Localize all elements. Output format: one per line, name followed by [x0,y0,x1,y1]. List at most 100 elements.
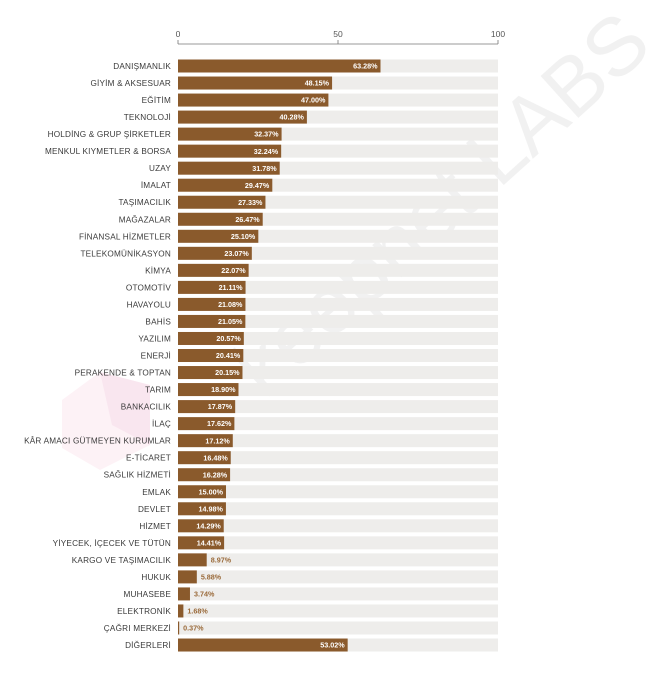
value-label: 47.00% [301,96,326,105]
value-label: 18.90% [211,385,236,394]
bar [178,502,226,516]
watermark-logo-shape [62,372,150,470]
bar-track [178,297,498,311]
x-tick-label: 50 [333,29,343,39]
value-label: 0.37% [183,624,204,633]
category-label: EMLAK [142,488,171,497]
x-tick-label: 100 [491,29,505,39]
bar-track [178,621,498,635]
value-label: 32.37% [254,130,279,139]
value-label: 22.07% [221,266,246,275]
bar-track [178,349,498,363]
value-label: 17.87% [208,402,233,411]
bar [178,144,282,158]
bar-track [178,502,498,516]
bar-track [178,366,498,380]
value-label: 5.88% [201,573,222,582]
category-label: TEKNOLOJİ [124,112,171,122]
category-label: YİYECEK, İÇECEK VE TÜTÜN [53,538,171,548]
category-label: MAĞAZALAR [119,214,171,224]
category-label: SAĞLIK HİZMETİ [104,470,171,480]
category-label: PERAKENDE & TOPTAN [75,369,171,378]
bar-track [178,536,498,550]
bar [178,195,266,209]
bar-track [178,570,498,584]
bar-track [178,451,498,465]
bar [178,621,180,635]
bar [178,434,233,448]
bar [178,229,259,243]
value-label: 29.47% [245,181,270,190]
bar [178,297,246,311]
category-label: EĞİTİM [142,95,171,105]
category-label: KARGO VE TAŞIMACILIK [72,556,172,565]
value-label: 20.57% [216,334,241,343]
bar [178,212,263,226]
value-label: 17.12% [205,436,230,445]
value-label: 20.15% [215,368,240,377]
value-label: 1.68% [187,607,208,616]
category-label: ELEKTRONİK [117,606,171,616]
bars-group: DANIŞMANLIK 63.28% GİYİM & AKSESUAR 48.15% E… [24,59,498,652]
x-tick-label: 0 [176,29,181,39]
category-label: YAZILIM [138,334,171,343]
bar [178,519,224,533]
category-label: HİZMET [139,521,171,531]
bar-track [178,485,498,499]
category-label: HOLDİNG & GRUP ŞİRKETLER [48,129,171,139]
value-label: 23.07% [224,249,249,258]
bar-track [178,519,498,533]
category-label: UZAY [149,164,171,173]
category-label: MENKUL KIYMETLER & BORSA [45,147,171,156]
bar [178,280,246,294]
category-label: OTOMOTİV [126,282,171,292]
category-label: HAVAYOLU [127,300,171,309]
bar [178,604,184,618]
bar [178,587,190,601]
bar [178,59,381,73]
value-label: 14.29% [196,521,221,530]
bar [178,161,280,175]
watermark-logo-facet [100,372,150,445]
category-label: FİNANSAL HİZMETLER [79,231,171,241]
bar-track [178,587,498,601]
category-label: TARIM [145,386,171,395]
bar-track [178,383,498,397]
value-label: 3.74% [194,590,215,599]
bar [178,110,307,124]
category-label: TAŞIMACILIK [118,198,171,207]
bar [178,349,244,363]
category-label: MUHASEBE [123,590,171,599]
value-label: 14.41% [197,538,222,547]
category-label: E-TİCARET [126,453,171,463]
bar [178,178,273,192]
value-label: 63.28% [353,62,378,71]
value-label: 48.15% [305,79,330,88]
value-label: 8.97% [211,555,232,564]
category-label: İLAÇ [152,419,171,429]
bar-track [178,263,498,277]
bar [178,366,243,380]
category-label: HUKUK [141,573,171,582]
category-label: KÂR AMACI GÜTMEYEN KURUMLAR [24,436,171,446]
bar [178,383,239,397]
bar-track [178,604,498,618]
bar [178,417,235,431]
bar [178,263,249,277]
x-axis: 0 50 100 [176,29,505,45]
value-label: 53.02% [320,641,345,650]
bar-track [178,400,498,414]
value-label: 17.62% [207,419,232,428]
value-label: 14.98% [199,504,224,513]
bar [178,246,252,260]
bar [178,570,197,584]
bar-track [178,434,498,448]
bar [178,638,348,652]
bar-track [178,246,498,260]
value-label: 21.11% [219,283,244,292]
category-label: BAHİS [145,316,171,326]
bar-track [178,468,498,482]
bar [178,76,333,90]
